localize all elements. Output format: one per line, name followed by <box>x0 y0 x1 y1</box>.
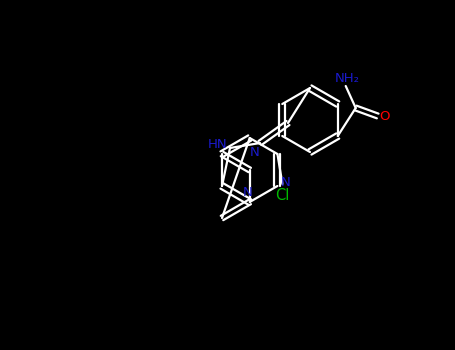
Text: Cl: Cl <box>275 189 290 203</box>
Text: O: O <box>379 110 390 122</box>
Text: N: N <box>250 147 260 160</box>
Text: HN: HN <box>208 138 228 150</box>
Text: N: N <box>281 175 290 189</box>
Text: N: N <box>243 186 253 198</box>
Text: NH₂: NH₂ <box>335 71 360 84</box>
